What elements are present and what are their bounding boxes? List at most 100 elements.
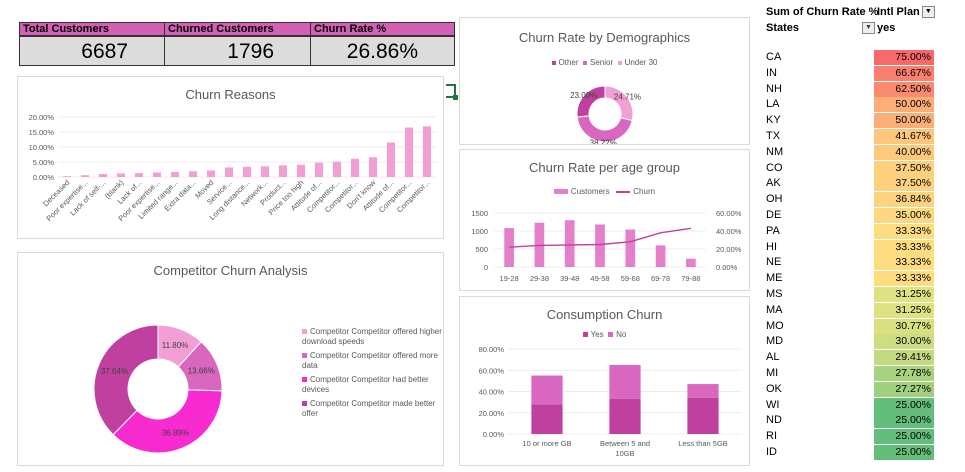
bar bbox=[152, 172, 162, 177]
y-tick-label: 1500 bbox=[471, 209, 488, 218]
pivot-row-state: MA bbox=[766, 303, 783, 316]
pivot-row-value: 25.00% bbox=[874, 413, 934, 429]
bar-yes bbox=[609, 398, 641, 434]
bar bbox=[116, 173, 126, 177]
selection-handle bbox=[446, 84, 456, 98]
bar bbox=[188, 171, 198, 177]
pivot-row-value: 75.00% bbox=[874, 50, 934, 65]
bar bbox=[504, 228, 514, 267]
competitor-title: Competitor Churn Analysis bbox=[153, 263, 308, 278]
competitor-legend: Competitor Competitor offered higher dow… bbox=[302, 327, 442, 419]
y-tick-label: 500 bbox=[475, 245, 488, 254]
y-tick-label: 1000 bbox=[471, 227, 488, 236]
pivot-row-value: 33.33% bbox=[874, 239, 934, 255]
pivot-row-state: MS bbox=[766, 288, 783, 300]
bar bbox=[134, 173, 144, 177]
pivot-row-state: RI bbox=[766, 430, 777, 443]
legend-under-30: Under 30 bbox=[617, 58, 657, 67]
slice-label: 24.71% bbox=[614, 92, 641, 101]
bar bbox=[170, 171, 180, 177]
bar bbox=[368, 157, 378, 177]
donut-slice bbox=[604, 85, 634, 122]
demographics-panel[interactable]: Churn Rate by Demographics Other Senior … bbox=[459, 17, 750, 145]
pivot-value-header: Sum of Churn Rate % bbox=[766, 6, 879, 18]
y2-tick-label: 40.00% bbox=[716, 227, 742, 236]
bar bbox=[350, 158, 360, 177]
x-tick-label: 29-38 bbox=[530, 274, 549, 283]
bar bbox=[422, 126, 432, 177]
pivot-row-state: LA bbox=[766, 98, 780, 111]
pivot-row-value: 29.41% bbox=[874, 350, 934, 366]
legend-better-devices: Competitor Competitor had better devices bbox=[302, 375, 429, 394]
slice-label: 13.66% bbox=[188, 367, 215, 376]
bar bbox=[332, 161, 342, 177]
pivot-row-value: 33.33% bbox=[874, 223, 934, 239]
y-tick-label: 0 bbox=[484, 263, 488, 272]
x-tick-label: 59-68 bbox=[621, 274, 640, 283]
churn-reasons-title: Churn Reasons bbox=[185, 87, 276, 102]
bar bbox=[595, 224, 605, 267]
x-tick-label: Less than 5GB bbox=[678, 439, 728, 448]
pivot-row-value: 62.50% bbox=[874, 81, 934, 97]
pivot-row-state: PA bbox=[766, 224, 780, 237]
slice-label: 11.80% bbox=[162, 341, 189, 350]
pivot-row-state: NM bbox=[766, 145, 784, 158]
pivot-row-state: OK bbox=[766, 382, 782, 395]
bar-no bbox=[687, 384, 719, 398]
consumption-panel[interactable]: Consumption Churn Yes No 0.00% 20.00% 40.0… bbox=[459, 296, 750, 466]
donut-slice bbox=[576, 85, 606, 118]
x-tick-label: 49-58 bbox=[590, 274, 609, 283]
pivot-row-value: 37.50% bbox=[874, 160, 934, 176]
pivot-row-value: 66.67% bbox=[874, 65, 934, 81]
y-tick-label: 15.00% bbox=[29, 128, 55, 137]
bar bbox=[260, 166, 270, 177]
pivot-row-value: 40.00% bbox=[874, 144, 934, 160]
legend-churn: Churn bbox=[616, 187, 655, 196]
bar bbox=[404, 127, 414, 177]
sort-filter-icon[interactable]: ▼ bbox=[862, 22, 875, 34]
slice-label: 38.22% bbox=[590, 139, 617, 144]
y-tick-label: 20.00% bbox=[479, 409, 505, 418]
bar bbox=[278, 165, 288, 177]
pivot-row-value: 50.00% bbox=[874, 97, 934, 113]
age-group-legend: Customers Churn bbox=[460, 187, 749, 196]
donut-slice bbox=[112, 389, 223, 454]
y2-tick-label: 0.00% bbox=[716, 263, 738, 272]
slice-label: 23.00% bbox=[570, 91, 597, 100]
pivot-row-value: 33.33% bbox=[874, 271, 934, 287]
pivot-row-state: CO bbox=[766, 161, 783, 174]
x-tick-label: 10GB bbox=[615, 449, 634, 458]
pivot-row-state: TX bbox=[766, 130, 781, 142]
pivot-row-state: IN bbox=[766, 66, 777, 79]
kpi-rate-value: 26.86% bbox=[310, 36, 455, 66]
bar bbox=[314, 162, 324, 177]
y-tick-label: 20.00% bbox=[29, 113, 55, 122]
legend-better-offer: Competitor Competitor made better offer bbox=[302, 399, 436, 418]
pivot-row-value: 36.84% bbox=[874, 192, 934, 208]
pivot-row-value: 33.33% bbox=[874, 255, 934, 271]
pivot-row-state: DE bbox=[766, 209, 782, 221]
pivot-row-state: ME bbox=[766, 272, 783, 285]
churn-reasons-panel[interactable]: Churn Reasons 0.00% 5.00% 10.00% 15.00% 20.0… bbox=[17, 76, 444, 239]
age-group-chart: 0 500 1000 1500 0.00% 20.00% 40.00% 60.00% 19-28… bbox=[471, 209, 742, 283]
filter-icon[interactable]: ▼ bbox=[921, 6, 935, 19]
age-group-panel[interactable]: Churn Rate per age group Customers Churn… bbox=[459, 149, 750, 291]
pivot-row-value: 41.67% bbox=[874, 129, 934, 144]
competitor-panel[interactable]: Competitor Churn Analysis 11.80% 13.66% 36… bbox=[17, 252, 444, 466]
kpi-total-value: 6687 bbox=[19, 36, 165, 66]
pivot-row-state: AK bbox=[766, 177, 781, 190]
x-tick-label: Between 5 and bbox=[600, 439, 650, 448]
pivot-row-header[interactable]: States bbox=[766, 22, 800, 34]
pivot-row-value: 31.25% bbox=[874, 302, 934, 318]
pivot-col-header[interactable]: Intl Plan ▼ bbox=[877, 6, 935, 19]
bar bbox=[564, 220, 575, 267]
pivot-row-value: 25.00% bbox=[874, 429, 934, 445]
legend-senior: Senior bbox=[582, 58, 613, 67]
pivot-row-state: MI bbox=[766, 367, 779, 379]
consumption-chart: 0.00% 20.00% 40.00% 60.00% 80.00% 10 or more … bbox=[479, 345, 742, 458]
pivot-row-value: 30.00% bbox=[874, 334, 934, 350]
pivot-row-value: 35.00% bbox=[874, 208, 934, 223]
competitor-donut: 11.80% 13.66% 36.89% 37.64% bbox=[93, 324, 223, 454]
y-tick-label: 60.00% bbox=[479, 366, 505, 375]
kpi-churned-header: Churned Customers bbox=[164, 22, 311, 36]
